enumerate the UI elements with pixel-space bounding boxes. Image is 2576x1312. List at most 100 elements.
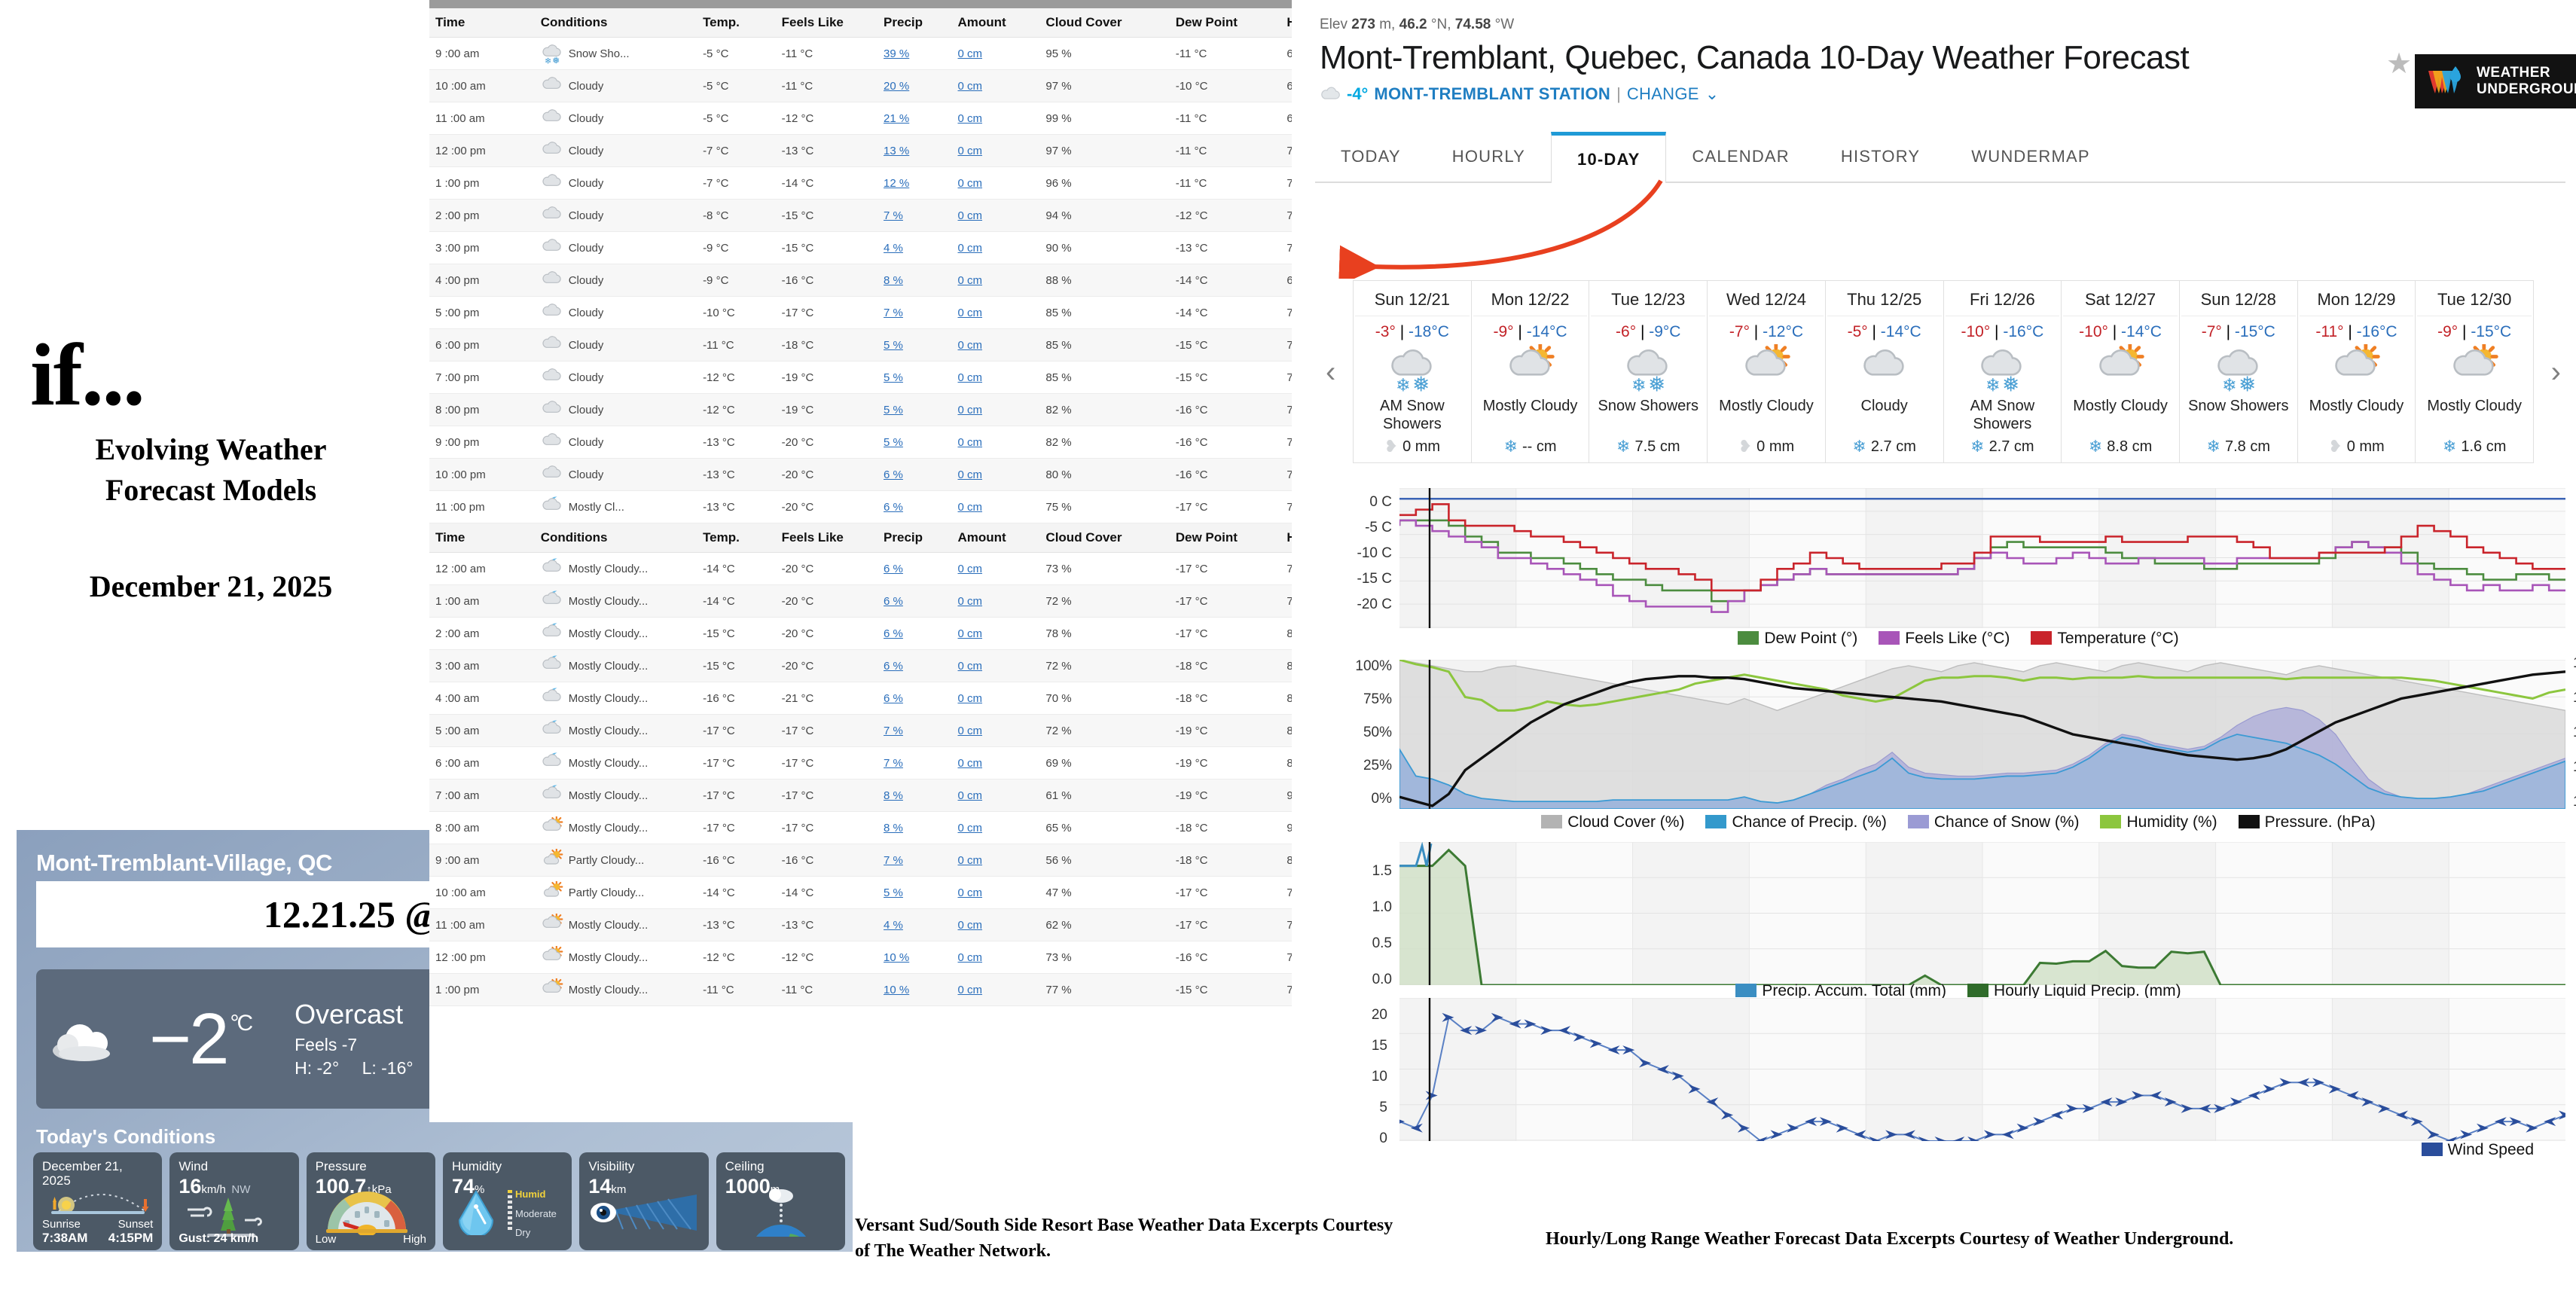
precip-link[interactable]: 5 %	[884, 886, 903, 899]
amount-link[interactable]: 0 cm	[957, 144, 983, 157]
amount-link[interactable]: 0 cm	[957, 403, 983, 416]
cell-amount[interactable]: 0 cm	[957, 393, 1046, 426]
cell-precip[interactable]: 4 %	[884, 231, 958, 264]
amount-link[interactable]: 0 cm	[957, 273, 983, 287]
precip-link[interactable]: 7 %	[884, 724, 903, 737]
precip-link[interactable]: 6 %	[884, 594, 903, 608]
cell-amount[interactable]: 0 cm	[957, 552, 1046, 585]
table-row[interactable]: 8 :00 pm Cloudy -12 °C -19 °C 5 % 0 cm 82 % -16…	[429, 393, 1292, 426]
precip-link[interactable]: 6 %	[884, 627, 903, 640]
precip-link[interactable]: 8 %	[884, 789, 903, 802]
cell-amount[interactable]: 0 cm	[957, 264, 1046, 297]
tile-ceiling[interactable]: Ceiling 1000m	[716, 1152, 845, 1250]
precip-link[interactable]: 39 %	[884, 47, 910, 60]
table-row[interactable]: 1 :00 pm Mostly Cloudy... -11 °C -11 °C 10 %…	[429, 973, 1292, 1006]
precip-link[interactable]: 4 %	[884, 918, 903, 932]
tab-10-day[interactable]: 10-DAY	[1551, 132, 1667, 183]
table-row[interactable]: 10 :00 pm Cloudy -13 °C -20 °C 6 % 0 cm 80 % -1…	[429, 458, 1292, 491]
precip-link[interactable]: 7 %	[884, 306, 903, 319]
col-amount-2[interactable]: Amount	[957, 523, 1046, 553]
table-row[interactable]: 3 :00 pm Cloudy -9 °C -15 °C 4 % 0 cm 90 % -13 …	[429, 231, 1292, 264]
tab-today[interactable]: TODAY	[1341, 147, 1401, 166]
day-card[interactable]: Wed 12/24 -7° | -12°C Mostly Cloudy ❥ 0 mm	[1708, 281, 1826, 462]
tile-daylight[interactable]: December 21, 2025 Sunrise 7:38AM Sunset 4:…	[33, 1152, 163, 1250]
precip-link[interactable]: 5 %	[884, 338, 903, 352]
cell-precip[interactable]: 7 %	[884, 844, 958, 877]
cell-amount[interactable]: 0 cm	[957, 746, 1046, 780]
favorite-star-icon[interactable]: ★	[2386, 48, 2413, 80]
cell-precip[interactable]: 6 %	[884, 490, 958, 523]
table-row[interactable]: 9 :00 am Partly Cloudy... -16 °C -16 °C 7 % 0…	[429, 844, 1292, 877]
col-feels-like-2[interactable]: Feels Like	[781, 523, 884, 553]
day-card[interactable]: Mon 12/29 -11° | -16°C Mostly Cloudy ❥ 0 mm	[2298, 281, 2416, 462]
cell-precip[interactable]: 7 %	[884, 714, 958, 747]
col-dew-point-2[interactable]: Dew Point	[1175, 523, 1287, 553]
table-row[interactable]: 6 :00 pm Cloudy -11 °C -18 °C 5 % 0 cm 85 % -15…	[429, 328, 1292, 362]
table-row[interactable]: 1 :00 am Mostly Cloudy... -14 °C -20 °C 6 % 0…	[429, 584, 1292, 618]
tile-visibility[interactable]: Visibility 14km	[579, 1152, 709, 1250]
amount-link[interactable]: 0 cm	[957, 789, 983, 802]
amount-link[interactable]: 0 cm	[957, 659, 983, 673]
table-row[interactable]: 8 :00 am Mostly Cloudy... -17 °C -17 °C 8 % 0…	[429, 811, 1292, 844]
precip-link[interactable]: 8 %	[884, 821, 903, 834]
cell-amount[interactable]: 0 cm	[957, 779, 1046, 812]
cell-precip[interactable]: 6 %	[884, 552, 958, 585]
cell-precip[interactable]: 8 %	[884, 811, 958, 844]
precip-link[interactable]: 7 %	[884, 853, 903, 867]
cell-precip[interactable]: 5 %	[884, 361, 958, 394]
precip-link[interactable]: 6 %	[884, 562, 903, 575]
prev-days-arrow[interactable]: ‹	[1326, 355, 1336, 389]
cell-precip[interactable]: 4 %	[884, 908, 958, 941]
amount-link[interactable]: 0 cm	[957, 756, 983, 770]
cell-precip[interactable]: 6 %	[884, 649, 958, 682]
col-time-2[interactable]: Time	[429, 523, 541, 553]
table-row[interactable]: 11 :00 am Mostly Cloudy... -13 °C -13 °C 4 %…	[429, 908, 1292, 941]
cell-precip[interactable]: 10 %	[884, 973, 958, 1006]
amount-link[interactable]: 0 cm	[957, 500, 983, 514]
precip-link[interactable]: 8 %	[884, 273, 903, 287]
next-days-arrow[interactable]: ›	[2550, 355, 2561, 389]
day-card[interactable]: Sat 12/27 -10° | -14°C Mostly Cloudy ❄ 8.8 c…	[2062, 281, 2180, 462]
day-card[interactable]: Tue 12/23 -6° | -9°C ❄ ❅ Snow Showers ❄ 7.5 cm	[1589, 281, 1708, 462]
cell-precip[interactable]: 7 %	[884, 296, 958, 329]
precip-link[interactable]: 4 %	[884, 241, 903, 255]
cell-amount[interactable]: 0 cm	[957, 973, 1046, 1006]
cell-precip[interactable]: 6 %	[884, 584, 958, 618]
col-temp[interactable]: Temp.	[703, 8, 782, 38]
col-humidity[interactable]: Humidity	[1286, 8, 1292, 38]
table-row[interactable]: 12 :00 pm Mostly Cloudy... -12 °C -12 °C 10 …	[429, 941, 1292, 974]
amount-link[interactable]: 0 cm	[957, 918, 983, 932]
amount-link[interactable]: 0 cm	[957, 724, 983, 737]
precip-link[interactable]: 20 %	[884, 79, 910, 93]
col-conditions-2[interactable]: Conditions	[540, 523, 704, 553]
station-name[interactable]: MONT-TREMBLANT STATION	[1374, 84, 1611, 103]
cell-amount[interactable]: 0 cm	[957, 328, 1046, 362]
table-scroll-bar[interactable]	[429, 0, 1292, 8]
table-row[interactable]: 7 :00 am Mostly Cloudy... -17 °C -17 °C 8 % 0…	[429, 779, 1292, 812]
precip-link[interactable]: 5 %	[884, 435, 903, 449]
precip-link[interactable]: 13 %	[884, 144, 910, 157]
tab-history[interactable]: HISTORY	[1840, 147, 1921, 166]
day-card[interactable]: Thu 12/25 -5° | -14°C Cloudy ❄ 2.7 cm	[1826, 281, 1944, 462]
col-feels-like[interactable]: Feels Like	[781, 8, 884, 38]
col-precip[interactable]: Precip	[884, 8, 958, 38]
cell-amount[interactable]: 0 cm	[957, 458, 1046, 491]
tile-wind[interactable]: Wind 16km/h NW Gust: 24 km/h	[169, 1152, 299, 1250]
col-dew-point[interactable]: Dew Point	[1175, 8, 1287, 38]
cell-precip[interactable]: 5 %	[884, 393, 958, 426]
weather-underground-logo[interactable]: WEATHER UNDERGROUND	[2415, 54, 2576, 108]
cell-amount[interactable]: 0 cm	[957, 844, 1046, 877]
hourly-forecast-table-panel[interactable]: Time Conditions Temp. Feels Like Precip …	[429, 0, 1292, 1122]
col-amount[interactable]: Amount	[957, 8, 1046, 38]
cell-precip[interactable]: 5 %	[884, 328, 958, 362]
table-row[interactable]: 3 :00 am Mostly Cloudy... -15 °C -20 °C 6 % 0…	[429, 649, 1292, 682]
table-row[interactable]: 2 :00 pm Cloudy -8 °C -15 °C 7 % 0 cm 94 % -12 …	[429, 199, 1292, 232]
col-temp-2[interactable]: Temp.	[703, 523, 782, 553]
cell-amount[interactable]: 0 cm	[957, 714, 1046, 747]
precip-link[interactable]: 5 %	[884, 371, 903, 384]
cell-precip[interactable]: 39 %	[884, 37, 958, 70]
table-row[interactable]: 1 :00 pm Cloudy -7 °C -14 °C 12 % 0 cm 96 % -11…	[429, 166, 1292, 200]
cell-amount[interactable]: 0 cm	[957, 231, 1046, 264]
precip-link[interactable]: 6 %	[884, 659, 903, 673]
col-humidity-2[interactable]: Humidity	[1286, 523, 1292, 553]
